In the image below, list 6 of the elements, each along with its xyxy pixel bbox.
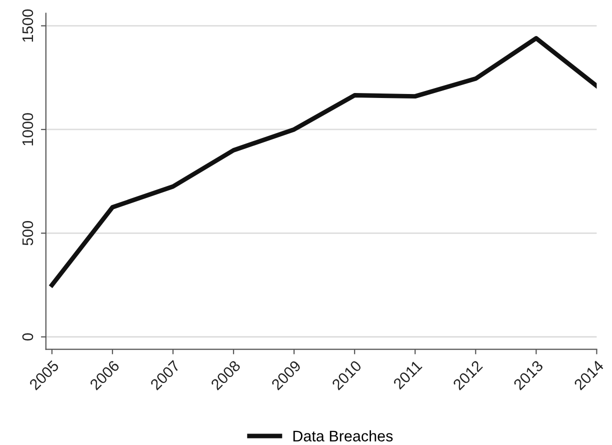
y-tick-label: 1500 — [22, 9, 34, 42]
y-tick-label: 500 — [22, 221, 34, 246]
y-tick-label: 0 — [22, 333, 34, 341]
legend-label: Data Breaches — [293, 430, 393, 442]
y-tick-label: 1000 — [22, 113, 34, 146]
line-series — [50, 36, 597, 288]
